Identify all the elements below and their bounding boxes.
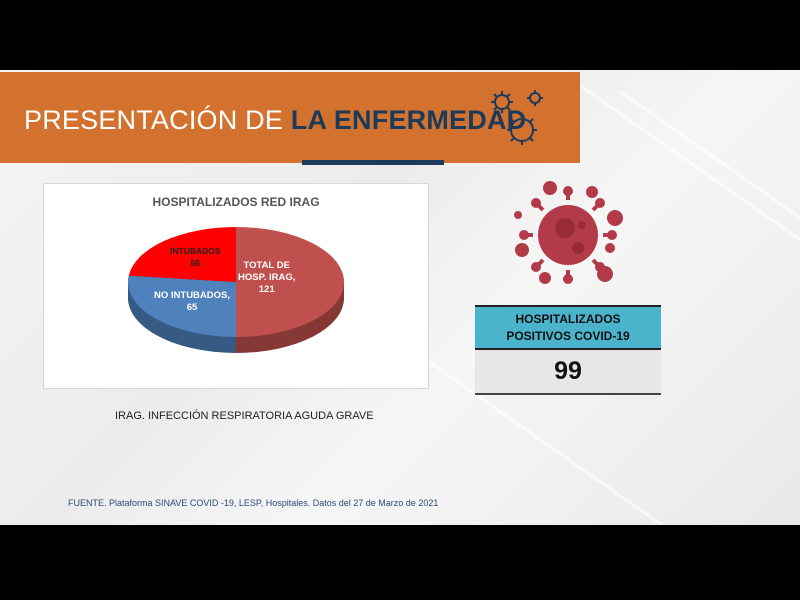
pie-slice-total-de-hosp-irag	[236, 227, 344, 337]
pie-slice-intubados	[128, 227, 236, 282]
page-title: PRESENTACIÓN DE LA ENFERMEDAD	[24, 105, 527, 135]
header-banner: PRESENTACIÓN DE LA ENFERMEDAD	[0, 72, 580, 163]
chart-title: HOSPITALIZADOS RED IRAG	[152, 195, 320, 209]
kpi-label-line2: POSITIVOS COVID-19	[506, 328, 630, 343]
coronavirus-illustration	[514, 181, 623, 284]
kpi-header: HOSPITALIZADOS POSITIVOS COVID-19	[475, 305, 661, 350]
kpi-card: HOSPITALIZADOS POSITIVOS COVID-19 99	[475, 305, 661, 395]
slice-label-total: TOTAL DE HOSP. IRAG, 121	[238, 260, 296, 295]
source-footnote: FUENTE. Plataforma SINAVE COVID -19, LES…	[68, 498, 439, 508]
title-underline	[302, 160, 444, 165]
virus-icon	[491, 90, 543, 145]
pie-chart: HOSPITALIZADOS RED IRAG TOTAL DE HOSP. IR…	[43, 183, 429, 389]
pie-slice-no-intubados	[128, 275, 236, 337]
abbreviation-note: IRAG. INFECCIÓN RESPIRATORIA AGUDA GRAVE	[115, 410, 374, 422]
slice-label-no-intubados: NO INTUBADOS, 65	[154, 290, 230, 313]
pie-svg	[128, 227, 344, 353]
kpi-value: 99	[475, 350, 661, 395]
kpi-label-line1: HOSPITALIZADOS	[515, 311, 621, 326]
slide: PRESENTACIÓN DE LA ENFERMEDAD HOSPITALIZ…	[0, 70, 800, 525]
slice-label-intubados: INTUBADOS 56	[170, 246, 221, 268]
